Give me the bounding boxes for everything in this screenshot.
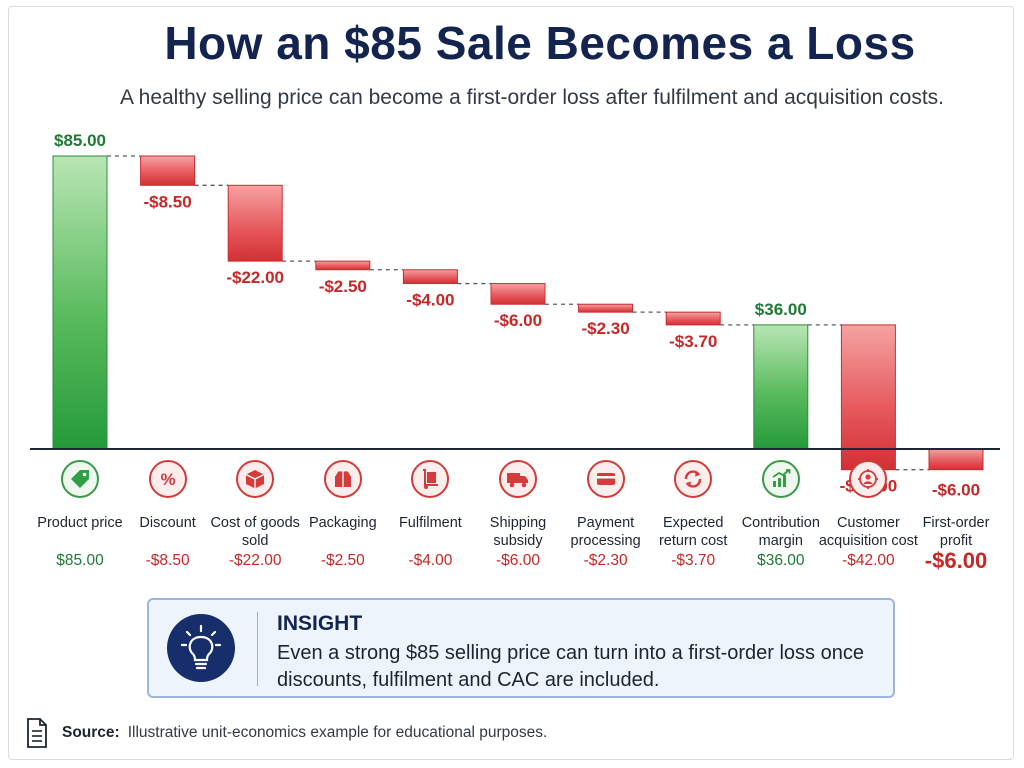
value-label-packaging: -$2.50 xyxy=(319,277,367,296)
value-label-contribution-margin: $36.00 xyxy=(755,300,807,319)
category-product-price: Product price $85.00 xyxy=(30,460,130,570)
bar-fulfilment xyxy=(402,269,458,285)
return-arrows-icon xyxy=(674,460,713,498)
svg-text:%: % xyxy=(160,470,175,489)
value-labels: $85.00 -$8.50 -$22.00 -$2.50 -$4.00 -$6.00 -$2… xyxy=(54,131,980,500)
bar-customer-acquisition-cost xyxy=(840,324,896,471)
value-label-payment-processing: -$2.30 xyxy=(581,319,629,338)
insight-divider xyxy=(257,612,258,686)
insight-heading: INSIGHT xyxy=(277,612,363,635)
category-value: -$22.00 xyxy=(228,552,282,569)
category-payment-processing: Payment processing -$2.30 xyxy=(556,460,656,570)
category-contribution-margin: Contribution margin $36.00 xyxy=(731,460,831,570)
category-fulfilment: Fulfilment -$4.00 xyxy=(380,460,480,570)
category-label: Expected return cost xyxy=(658,515,728,549)
box-icon xyxy=(236,460,275,498)
category-label: Shipping subsidy xyxy=(489,515,547,549)
growth-chart-icon xyxy=(761,460,800,498)
bar-discount xyxy=(140,155,196,186)
bar-contribution-margin xyxy=(753,324,809,450)
category-value: $36.00 xyxy=(757,552,805,569)
category-packaging: Packaging -$2.50 xyxy=(293,460,393,570)
value-label-discount: -$8.50 xyxy=(143,192,191,211)
category-label: First-order profit xyxy=(922,515,990,549)
category-label: Discount xyxy=(139,515,196,531)
category-cost-of-goods-sold: Cost of goods sold -$22.00 xyxy=(205,460,305,570)
category-label: Cost of goods sold xyxy=(210,515,300,549)
category-discount: % Discount -$8.50 xyxy=(118,460,218,570)
category-value: -$6.00 xyxy=(496,552,540,569)
category-label: Product price xyxy=(37,515,123,531)
package-icon xyxy=(323,460,362,498)
category-expected-return-cost: Expected return cost -$3.70 xyxy=(643,460,743,570)
bar-cost-of-goods-sold xyxy=(227,184,283,262)
bar-payment-processing xyxy=(578,303,634,313)
percent-icon: % xyxy=(148,460,187,498)
document-icon xyxy=(27,718,47,748)
bar-product-price xyxy=(52,155,108,450)
lightbulb-icon xyxy=(167,614,235,682)
source-note: Source: Illustrative unit-economics exam… xyxy=(26,718,547,748)
credit-card-icon xyxy=(586,460,625,498)
value-label-shipping-subsidy: -$6.00 xyxy=(494,311,542,330)
category-customer-acquisition-cost: Customer acquisition cost -$42.00 xyxy=(818,460,918,570)
category-value: -$8.50 xyxy=(145,552,190,569)
category-value: -$42.00 xyxy=(842,552,895,569)
source-text: Illustrative unit-economics example for … xyxy=(127,724,548,741)
page-title: How an $85 Sale Becomes a Loss xyxy=(164,17,916,69)
category-value: -$4.00 xyxy=(408,552,453,569)
category-value: -$3.70 xyxy=(671,552,716,569)
category-value: -$2.30 xyxy=(583,552,628,569)
tag-icon xyxy=(61,460,99,498)
bar-packaging xyxy=(315,260,371,271)
category-value: -$6.00 xyxy=(924,548,988,573)
bar-shipping-subsidy xyxy=(490,283,546,305)
value-label-first-order-profit: -$6.00 xyxy=(932,481,980,500)
bar-expected-return-cost xyxy=(665,311,721,326)
bars xyxy=(52,155,984,471)
category-first-order-profit: First-order profit -$6.00 xyxy=(906,460,1006,573)
connector-lines xyxy=(107,155,929,471)
category-label: Fulfilment xyxy=(398,515,462,531)
target-user-icon xyxy=(849,460,888,498)
value-label-product-price: $85.00 xyxy=(54,131,106,150)
waterfall-chart: $85.00 -$8.50 -$22.00 -$2.50 -$4.00 -$6.00 -$2… xyxy=(30,131,1000,500)
category-row: Product price $85.00% Discount -$8.50 Cost o… xyxy=(0,460,1024,590)
hand-truck-icon xyxy=(411,460,450,498)
insight-box: INSIGHT Even a strong $85 selling price … xyxy=(147,598,895,698)
page-frame xyxy=(8,6,1014,760)
value-label-fulfilment: -$4.00 xyxy=(406,291,454,310)
insight-body: Even a strong $85 selling price can turn… xyxy=(277,642,864,691)
category-label: Contribution margin xyxy=(741,515,820,549)
page-subtitle: A healthy selling price can become a fir… xyxy=(119,86,945,109)
truck-icon xyxy=(499,460,537,498)
category-label: Payment processing xyxy=(570,515,641,549)
source-label: Source: xyxy=(62,724,120,741)
category-label: Customer acquisition cost xyxy=(818,515,918,549)
value-label-cost-of-goods-sold: -$22.00 xyxy=(226,268,284,287)
category-label: Packaging xyxy=(308,515,377,531)
category-shipping-subsidy: Shipping subsidy -$6.00 xyxy=(468,460,568,570)
category-value: -$2.50 xyxy=(320,552,365,569)
value-label-expected-return-cost: -$3.70 xyxy=(669,332,717,351)
category-value: $85.00 xyxy=(56,552,104,569)
